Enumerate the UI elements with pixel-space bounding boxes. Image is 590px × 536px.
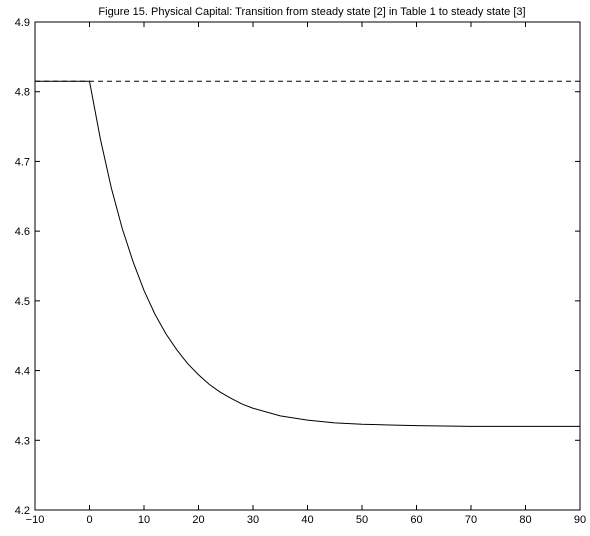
x-tick-label: 70 bbox=[465, 514, 477, 526]
x-tick-label: −10 bbox=[26, 514, 45, 526]
y-tick-label: 4.2 bbox=[15, 505, 30, 517]
y-tick-label: 4.7 bbox=[15, 156, 30, 168]
chart-title: Figure 15. Physical Capital: Transition … bbox=[98, 6, 525, 18]
y-tick-label: 4.4 bbox=[15, 366, 30, 378]
series-layer bbox=[35, 80, 580, 427]
y-tick-label: 4.9 bbox=[15, 17, 30, 29]
x-tick-label: 10 bbox=[138, 514, 150, 526]
y-axis: 4.2 4.3 4.4 4.5 4.6 4.7 4.8 4.9 bbox=[15, 17, 580, 517]
x-tick-label: 80 bbox=[519, 514, 531, 526]
x-axis: −10 0 10 20 30 40 50 60 70 80 90 bbox=[26, 22, 586, 526]
x-tick-label: 60 bbox=[410, 514, 422, 526]
x-tick-label: 40 bbox=[301, 514, 313, 526]
x-tick-label: 30 bbox=[247, 514, 259, 526]
y-tick-label: 4.6 bbox=[15, 226, 30, 238]
solid-line-series bbox=[35, 80, 580, 427]
plot-area bbox=[34, 21, 581, 511]
y-tick-label: 4.3 bbox=[15, 435, 30, 447]
y-tick-label: 4.5 bbox=[15, 296, 30, 308]
y-tick-label: 4.8 bbox=[15, 87, 30, 99]
x-tick-label: 50 bbox=[356, 514, 368, 526]
x-tick-label: 90 bbox=[574, 514, 586, 526]
x-tick-label: 0 bbox=[86, 514, 92, 526]
x-tick-label: 20 bbox=[192, 514, 204, 526]
